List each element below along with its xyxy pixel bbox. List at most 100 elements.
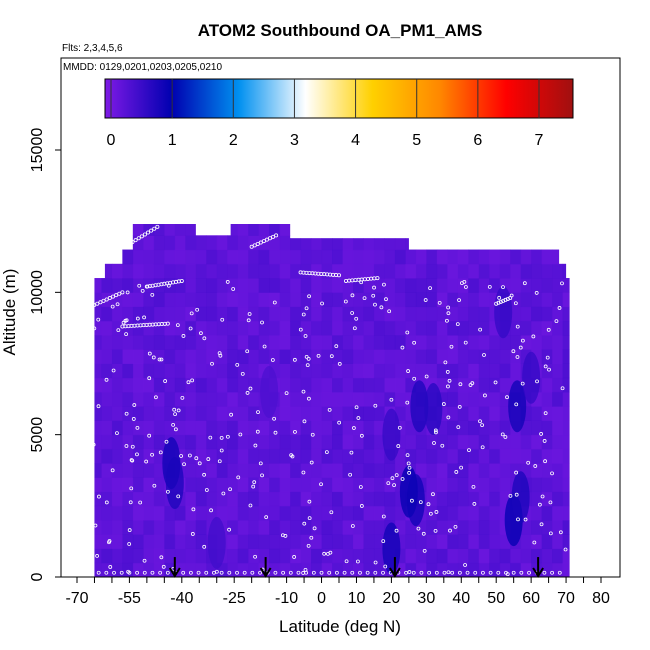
heatmap-cell — [185, 335, 197, 350]
track-point — [504, 570, 508, 575]
heatmap-cell — [457, 562, 469, 577]
heatmap-cell — [489, 491, 501, 507]
heatmap-cell — [457, 406, 469, 421]
heatmap-cell — [478, 363, 490, 379]
heatmap-cell — [300, 349, 312, 364]
track-point — [519, 570, 524, 575]
heatmap-cell — [101, 406, 113, 421]
heatmap-cell — [290, 534, 302, 550]
heatmap-cell — [153, 263, 165, 279]
track-point — [405, 330, 410, 335]
heatmap-cell — [132, 235, 144, 251]
track-point — [514, 470, 519, 475]
track-point — [427, 570, 432, 575]
heatmap-cell — [311, 477, 323, 493]
track-point — [146, 230, 151, 235]
heatmap-cell — [405, 448, 417, 464]
heatmap-cell — [436, 505, 448, 521]
track-point — [172, 407, 177, 412]
track-point — [428, 511, 433, 516]
heatmap-cell — [258, 477, 270, 493]
track-point — [110, 304, 115, 309]
heatmap-cell — [132, 306, 144, 322]
heatmap-cell — [279, 420, 291, 436]
heatmap-cell — [510, 263, 522, 279]
heatmap-cell — [164, 363, 176, 379]
track-point — [149, 228, 154, 233]
track-point — [511, 349, 516, 354]
track-point — [179, 278, 184, 283]
track-point — [421, 531, 426, 536]
heatmap-cell — [426, 363, 438, 379]
heatmap-cell — [300, 391, 312, 407]
heatmap-cell — [174, 320, 186, 336]
heatmap-cell — [185, 406, 197, 421]
heatmap-cell — [541, 562, 553, 577]
heatmap-cell — [373, 548, 385, 564]
heatmap-cell — [185, 534, 197, 550]
track-point — [336, 273, 341, 278]
heatmap-cell — [164, 548, 176, 564]
heatmap-cell — [499, 391, 511, 407]
track-point — [319, 570, 324, 575]
heatmap-cell — [185, 292, 197, 308]
heatmap-cell — [290, 249, 302, 265]
heatmap-cell — [415, 249, 427, 265]
heatmap-cell — [541, 491, 553, 507]
track-point — [542, 439, 547, 443]
heatmap-cell — [457, 363, 469, 379]
track-point — [390, 476, 395, 481]
heatmap-cell — [436, 548, 448, 564]
track-point — [311, 570, 316, 575]
heatmap-cell — [468, 391, 480, 407]
heatmap-cell — [132, 463, 144, 478]
heatmap-cell — [258, 505, 270, 521]
high-value-region — [165, 457, 184, 510]
track-point — [140, 288, 145, 293]
heatmap-cell — [143, 235, 155, 251]
track-point — [337, 362, 342, 366]
heatmap-cell — [311, 224, 323, 236]
heatmap-cell — [342, 278, 354, 293]
x-tick-label: 30 — [417, 590, 435, 607]
heatmap-cell — [332, 391, 343, 407]
heatmap-cell — [520, 534, 532, 550]
track-point — [107, 540, 111, 545]
heatmap-cell — [94, 520, 102, 535]
heatmap-cell — [489, 463, 501, 478]
heatmap-cell — [185, 263, 197, 279]
heatmap-cell — [468, 363, 480, 379]
heatmap-cell — [279, 335, 291, 350]
track-point — [264, 237, 269, 242]
heatmap-cell — [489, 391, 501, 407]
track-point — [445, 318, 449, 323]
heatmap-cell — [363, 335, 375, 350]
heatmap-cell — [185, 235, 197, 251]
track-point — [258, 240, 263, 245]
track-point — [108, 565, 113, 569]
heatmap-cell — [447, 349, 459, 364]
track-point — [543, 364, 548, 369]
heatmap-cell — [332, 377, 343, 393]
track-point — [373, 403, 378, 408]
heatmap-cell — [206, 292, 218, 308]
heatmap-cell — [363, 406, 375, 421]
heatmap-cell — [94, 224, 102, 236]
heatmap-cell — [164, 335, 176, 350]
heatmap-cell — [489, 377, 501, 393]
heatmap-cell — [352, 391, 364, 407]
heatmap-cell — [520, 335, 532, 350]
heatmap-cell — [447, 534, 459, 550]
heatmap-cell — [489, 505, 501, 521]
heatmap-cell — [174, 562, 186, 577]
heatmap-cell — [311, 249, 323, 265]
track-point — [274, 233, 279, 238]
heatmap-cell — [394, 548, 406, 564]
heatmap-cell — [290, 562, 302, 577]
track-point — [447, 378, 452, 383]
heatmap-cell — [153, 463, 165, 478]
track-point — [272, 300, 277, 305]
heatmap-cell — [489, 406, 501, 421]
heatmap-cell — [195, 306, 207, 322]
track-point — [91, 442, 96, 447]
